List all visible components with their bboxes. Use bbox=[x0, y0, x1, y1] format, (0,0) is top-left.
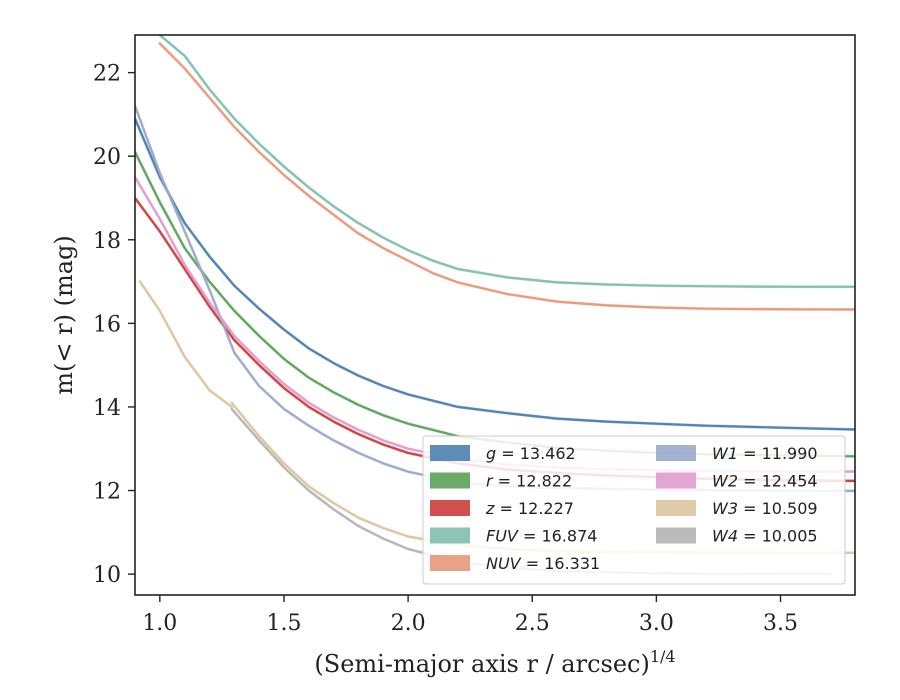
legend-swatch-w4 bbox=[656, 527, 696, 544]
legend-label-w2: W2 = 12.454 bbox=[712, 472, 818, 491]
legend-swatch-z bbox=[430, 500, 470, 516]
plot-frame bbox=[134, 34, 856, 596]
legend-swatch-w3 bbox=[656, 500, 696, 516]
x-tick-label: 2.0 bbox=[391, 611, 426, 636]
y-tick-label: 18 bbox=[93, 229, 121, 254]
y-axis: 10 12 14 16 18 20 22 bbox=[93, 62, 135, 588]
series-band-fuv bbox=[158, 35, 855, 289]
x-tick-label: 3.0 bbox=[639, 611, 674, 636]
legend-swatch-nuv bbox=[430, 555, 470, 571]
y-tick-label: 22 bbox=[93, 62, 121, 87]
series-band-w1 bbox=[135, 104, 855, 493]
legend-label-r: r = 12.822 bbox=[486, 472, 572, 491]
y-tick-label: 10 bbox=[93, 563, 121, 588]
legend-items: g = 13.462 r = 12.822 z = 12.227 FUV = 16.8… bbox=[430, 444, 818, 573]
legend-label-fuv: FUV = 16.874 bbox=[486, 527, 597, 546]
series-line-fuv bbox=[158, 35, 855, 288]
x-axis-label: (Semi-major axis r / arcsec)1/4 bbox=[314, 647, 675, 678]
legend-label-w4: W4 = 10.005 bbox=[712, 527, 818, 546]
legend: g = 13.462 r = 12.822 z = 12.227 FUV = 16.8… bbox=[422, 435, 846, 585]
series-line-nuv bbox=[158, 42, 855, 311]
series-line-g bbox=[135, 117, 855, 431]
legend-swatch-fuv bbox=[430, 527, 470, 544]
legend-label-w1: W1 = 11.990 bbox=[712, 444, 818, 463]
x-tick-label: 1.5 bbox=[266, 611, 301, 636]
legend-swatch-w2 bbox=[656, 472, 696, 489]
x-tick-label: 1.0 bbox=[142, 611, 177, 636]
series-line-w3-faint-inner bbox=[138, 280, 233, 408]
y-tick-label: 20 bbox=[93, 145, 121, 170]
y-tick-label: 14 bbox=[93, 396, 121, 421]
legend-label-g: g = 13.462 bbox=[486, 444, 576, 463]
x-axis-label-main: (Semi-major axis r / arcsec) bbox=[314, 650, 649, 678]
legend-swatch-r bbox=[430, 472, 470, 489]
y-axis-label: m(< r) (mag) bbox=[50, 235, 78, 394]
x-axis: 1.0 1.5 2.0 2.5 3.0 3.5 bbox=[142, 595, 798, 636]
y-tick-label: 16 bbox=[93, 312, 121, 337]
legend-label-w3: W3 = 10.509 bbox=[712, 499, 818, 518]
series-line-w1 bbox=[135, 104, 855, 492]
legend-frame bbox=[422, 435, 846, 585]
x-tick-label: 2.5 bbox=[515, 611, 550, 636]
legend-swatch-g bbox=[430, 445, 470, 461]
x-tick-label: 3.5 bbox=[763, 611, 798, 636]
series-band-nuv bbox=[158, 41, 855, 311]
legend-label-nuv: NUV = 16.331 bbox=[486, 554, 600, 573]
legend-swatch-w1 bbox=[656, 445, 696, 461]
legend-label-z: z = 12.227 bbox=[485, 499, 574, 518]
x-axis-label-exponent: 1/4 bbox=[650, 647, 676, 666]
y-tick-label: 12 bbox=[93, 480, 121, 505]
